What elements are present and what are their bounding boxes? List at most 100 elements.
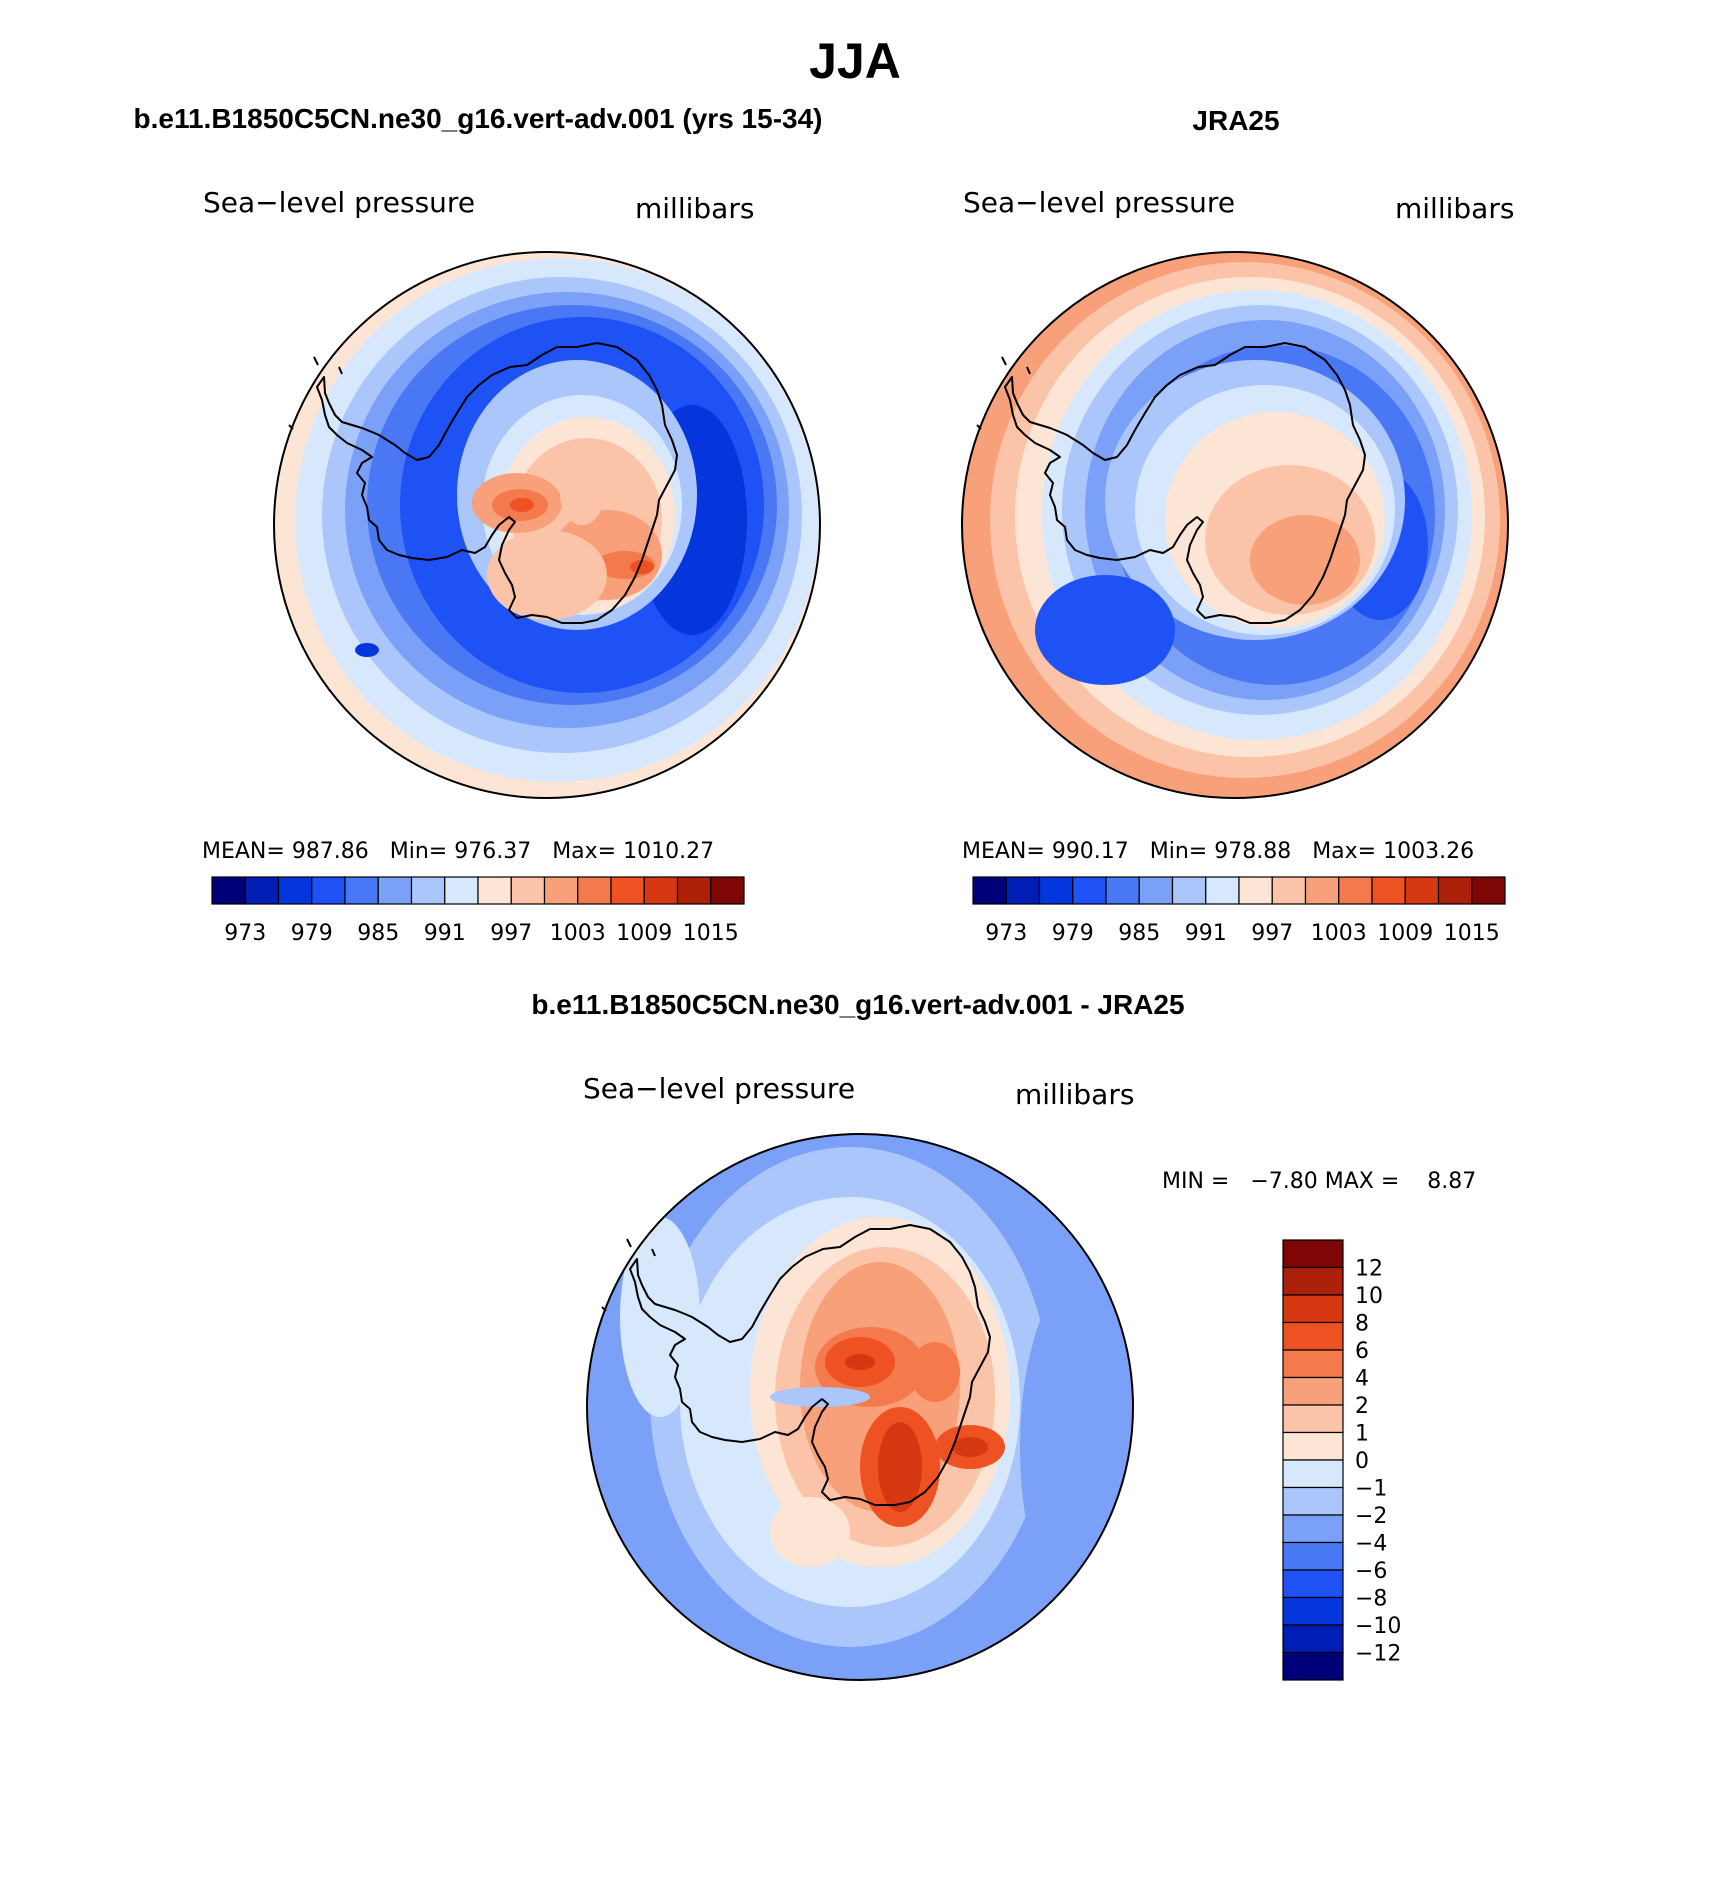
- panel-diff: Sea−level pressure millibars MIN = −7.80…: [583, 1072, 1476, 1681]
- colorbar-tick-label: 997: [490, 921, 532, 946]
- colorbar-swatch: [643, 876, 679, 905]
- colorbar-tick-label: 8: [1355, 1312, 1369, 1337]
- colorbar-swatch: [1282, 1266, 1344, 1296]
- colorbar-swatch: [477, 876, 512, 905]
- colorbar-swatch: [1238, 876, 1273, 905]
- contour-region: [630, 560, 654, 574]
- colorbar-tick-label: −6: [1355, 1559, 1387, 1584]
- colorbar-tick-label: 1: [1355, 1422, 1369, 1447]
- colorbar-tick-label: 1015: [1444, 921, 1500, 946]
- colorbar-tick-label: −12: [1355, 1642, 1401, 1667]
- colorbar-tick-label: −1: [1355, 1477, 1387, 1502]
- colorbar-swatch: [1282, 1541, 1344, 1571]
- contour-region: [510, 498, 534, 512]
- colorbar-swatch: [1282, 1624, 1344, 1654]
- colorbar-swatch: [1072, 876, 1107, 905]
- figure-title: JJA: [809, 33, 901, 89]
- contour-region: [910, 1342, 960, 1402]
- units-label: millibars: [1015, 1078, 1134, 1111]
- stats-line: MIN = −7.80 MAX = 8.87: [1162, 1169, 1476, 1194]
- contour-region: [952, 1437, 988, 1457]
- colorbar-swatch: [1404, 876, 1440, 905]
- panel-obs: Sea−level pressure millibars MEAN= 990.1…: [961, 186, 1514, 946]
- colorbar-swatch: [1282, 1294, 1344, 1324]
- colorbar-tick-label: 979: [1052, 921, 1094, 946]
- contour-region: [845, 1354, 875, 1370]
- contour-region: [487, 530, 607, 620]
- units-label: millibars: [1395, 192, 1514, 225]
- colorbar-swatch: [1282, 1321, 1344, 1351]
- map-boundary: [961, 251, 1509, 799]
- colorbar-swatch: [1282, 1404, 1344, 1434]
- colorbar-swatch: [1282, 1651, 1344, 1681]
- polar-map-diff: [587, 1134, 1133, 1680]
- colorbar-tick-label: 1009: [1377, 921, 1433, 946]
- colorbar-swatch: [676, 876, 712, 905]
- contour-region: [1250, 515, 1360, 605]
- colorbar-swatch: [1282, 1239, 1344, 1269]
- stats-line: MEAN= 990.17 Min= 978.88 Max= 1003.26: [962, 839, 1474, 864]
- colorbar-swatch: [1105, 876, 1140, 905]
- colorbar-tick-label: 997: [1251, 921, 1293, 946]
- colorbar-swatch: [1138, 876, 1174, 905]
- colorbar-tick-label: 973: [985, 921, 1027, 946]
- colorbar-swatch: [1282, 1459, 1344, 1489]
- colorbar-swatch: [1282, 1514, 1344, 1544]
- diff-title: b.e11.B1850C5CN.ne30_g16.vert-adv.001 - …: [531, 989, 1184, 1020]
- colorbar-tick-label: 985: [1118, 921, 1160, 946]
- colorbar-tick-label: 4: [1355, 1367, 1369, 1392]
- colorbar-swatch: [972, 876, 1007, 905]
- colorbar-swatch: [1338, 876, 1373, 905]
- colorbar-swatch: [710, 876, 745, 905]
- colorbar-swatch: [1371, 876, 1406, 905]
- polar-map-obs: [962, 252, 1508, 798]
- colorbar-tick-label: 1009: [616, 921, 672, 946]
- colorbar-tick-label: 991: [1185, 921, 1227, 946]
- colorbar-swatch: [244, 876, 280, 905]
- colorbar-swatch: [1282, 1569, 1344, 1599]
- colorbar-swatch: [1282, 1349, 1344, 1379]
- colorbar-swatch: [1282, 1596, 1344, 1626]
- contour-region: [1035, 575, 1175, 685]
- colorbar-swatch: [1271, 876, 1307, 905]
- colorbar-swatch: [1282, 1376, 1344, 1406]
- colorbar-tick-label: −4: [1355, 1532, 1387, 1557]
- colorbar-tick-label: 1003: [550, 921, 606, 946]
- colorbar-swatch: [410, 876, 446, 905]
- colorbar-tick-label: 985: [357, 921, 399, 946]
- variable-label: Sea−level pressure: [583, 1072, 855, 1105]
- colorbar-swatch: [1205, 876, 1240, 905]
- colorbar-swatch: [1038, 876, 1074, 905]
- colorbar-swatch: [1282, 1431, 1344, 1461]
- colorbar-swatch: [577, 876, 612, 905]
- colorbar-obs: 973 979 985 991 997 1003 1009 1015: [972, 876, 1506, 946]
- colorbar-tick-label: 12: [1355, 1257, 1383, 1282]
- units-label: millibars: [635, 192, 754, 225]
- contour-region: [355, 643, 379, 657]
- map-boundary: [273, 251, 821, 799]
- colorbar-swatch: [510, 876, 546, 905]
- map-boundary: [586, 1133, 1134, 1681]
- colorbar-swatch: [1282, 1486, 1344, 1516]
- panel-model: Sea−level pressure millibars MEAN= 987.8…: [202, 186, 821, 946]
- contour-region: [620, 1217, 700, 1417]
- colorbar-tick-label: −8: [1355, 1587, 1387, 1612]
- colorbar-swatch: [1005, 876, 1041, 905]
- colorbar-swatch: [377, 876, 413, 905]
- colorbar-swatch: [277, 876, 313, 905]
- colorbar-swatch: [444, 876, 479, 905]
- colorbar-tick-label: 1015: [683, 921, 739, 946]
- contour-region: [560, 465, 604, 525]
- colorbar-tick-label: 2: [1355, 1394, 1369, 1419]
- colorbar-swatch: [311, 876, 346, 905]
- contour-region: [1020, 1267, 1133, 1627]
- polar-map-model: [274, 252, 820, 798]
- colorbar-swatch: [1437, 876, 1473, 905]
- colorbar-tick-label: 1003: [1311, 921, 1367, 946]
- colorbar-tick-label: 6: [1355, 1339, 1369, 1364]
- colorbar-swatch: [543, 876, 579, 905]
- colorbar-swatch: [1471, 876, 1506, 905]
- panel-heading-obs: JRA25: [1192, 105, 1279, 136]
